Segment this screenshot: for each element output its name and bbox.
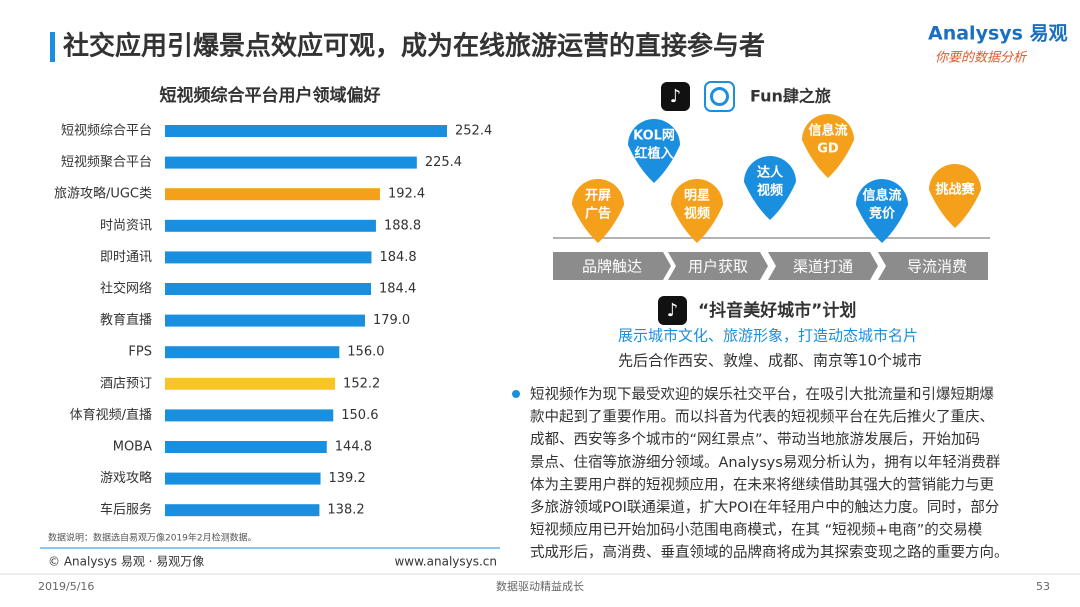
bubble-label: 达人 bbox=[757, 165, 784, 181]
note: 数据说明：数据选自易观万像2019年2月检测数据。 bbox=[48, 532, 257, 544]
paragraph-line: 体为主要用户群的短视频应用，在未来将继续借助其强大的营销能力与更 bbox=[530, 475, 994, 493]
copyright: © Analysys 易观 · 易观万像 bbox=[48, 555, 204, 569]
value-label: 138.2 bbox=[327, 503, 364, 518]
motto: 数据驱动精益成长 bbox=[496, 579, 584, 593]
paragraph-line: 短视频应用已开始加码小范围电商模式，在其 “短视频+电商”的交易模 bbox=[530, 521, 982, 539]
bubble bbox=[801, 113, 855, 178]
category-label: 社交网络 bbox=[100, 281, 152, 297]
category-label: 短视频聚合平台 bbox=[61, 155, 152, 170]
bar bbox=[165, 125, 447, 137]
bar bbox=[165, 283, 372, 295]
paragraph-line: 式成形后，高消费、垂直领域的品牌商将成为其探索变现之路的重要方向。 bbox=[530, 544, 1009, 561]
title-accent bbox=[50, 32, 55, 62]
bar bbox=[165, 346, 340, 359]
value-label: 184.8 bbox=[379, 250, 416, 265]
value-label: 150.6 bbox=[341, 408, 378, 423]
paragraph-line: 景点、住宿等旅游细分领域。Analysys易观分析认为，拥有以年轻消费群 bbox=[530, 453, 1000, 471]
logo: Analysys 易观 bbox=[928, 23, 1068, 45]
bubble-label: 明星 bbox=[684, 189, 710, 204]
bubble bbox=[929, 164, 981, 228]
bubble-label: 挑战赛 bbox=[935, 182, 975, 198]
category-label: 车后服务 bbox=[100, 502, 152, 518]
app-icon-glyph bbox=[710, 87, 729, 106]
bubble bbox=[572, 179, 624, 243]
step-box bbox=[768, 252, 878, 280]
bar bbox=[165, 156, 417, 169]
plan-title: “抖音美好城市”计划 bbox=[698, 300, 856, 321]
bubble-label: 视频 bbox=[684, 206, 710, 222]
bar bbox=[165, 441, 327, 453]
date: 2019/5/16 bbox=[38, 580, 94, 593]
category-label: FPS bbox=[128, 345, 152, 360]
step-box bbox=[878, 252, 988, 280]
category-label: 体育视频/直播 bbox=[70, 407, 152, 423]
plan-subtitle: 展示城市文化、旅游形象，打造动态城市名片 bbox=[618, 327, 918, 345]
value-label: 139.2 bbox=[329, 471, 366, 486]
bar bbox=[165, 251, 372, 264]
icon-glyph: ♪ bbox=[670, 86, 682, 107]
bubble-label: 信息流 bbox=[862, 188, 901, 204]
page-number: 53 bbox=[1036, 580, 1050, 593]
step-label: 导流消费 bbox=[907, 258, 967, 276]
bubble bbox=[856, 179, 908, 243]
category-label: 即时通讯 bbox=[100, 250, 152, 265]
step-label: 用户获取 bbox=[688, 258, 748, 276]
value-label: 144.8 bbox=[335, 440, 372, 455]
value-label: 152.2 bbox=[343, 376, 380, 391]
slide-title: 社交应用引爆景点效应可观，成为在线旅游运营的直接参与者 bbox=[63, 31, 765, 62]
icon-glyph: ♪ bbox=[667, 300, 679, 321]
value-label: 252.4 bbox=[455, 124, 492, 139]
step-label: 渠道打通 bbox=[793, 258, 853, 276]
value-label: 184.4 bbox=[379, 282, 416, 297]
step-box bbox=[553, 252, 671, 280]
bar bbox=[165, 219, 376, 232]
paragraph-line: 多旅游领域POI联通渠道，扩大POI在年轻用户中的触达力度。同时，部分 bbox=[530, 499, 999, 516]
bullet bbox=[512, 390, 520, 398]
bar bbox=[165, 504, 320, 517]
value-label: 188.8 bbox=[384, 218, 421, 233]
bar bbox=[165, 188, 380, 201]
chart-title: 短视频综合平台用户领域偏好 bbox=[160, 85, 381, 106]
value-label: 225.4 bbox=[425, 155, 462, 170]
bubble-label: 开屏 bbox=[585, 189, 611, 204]
category-label: 教育直播 bbox=[100, 312, 152, 328]
bar bbox=[165, 314, 365, 327]
slogan: 你要的数据分析 bbox=[935, 51, 1028, 66]
plan-detail: 先后合作西安、敦煌、成都、南京等10个城市 bbox=[618, 352, 922, 370]
bubble-label: 广告 bbox=[585, 206, 611, 222]
bubble-label: 红植入 bbox=[634, 146, 673, 162]
step-label: 品牌触达 bbox=[582, 258, 642, 276]
category-label: 游戏攻略 bbox=[100, 470, 152, 486]
category-label: 旅游攻略/UGC类 bbox=[54, 186, 152, 202]
url: www.analysys.cn bbox=[394, 555, 497, 569]
bubble-label: 视频 bbox=[757, 183, 783, 199]
bubble-label: KOL网 bbox=[633, 129, 675, 144]
bubble bbox=[744, 156, 796, 220]
bar bbox=[165, 409, 334, 422]
value-label: 156.0 bbox=[347, 345, 384, 360]
tiktok-icon bbox=[658, 296, 687, 325]
value-label: 179.0 bbox=[373, 313, 410, 328]
paragraph-line: 成都、西安等多个城市的“网红景点”、带动当地旅游发展后，开始加码 bbox=[530, 430, 980, 448]
bubble bbox=[628, 119, 680, 183]
brand: Fun肆之旅 bbox=[750, 87, 831, 106]
tiktok-icon bbox=[661, 82, 690, 111]
bubble-label: 信息流 bbox=[808, 123, 847, 139]
step-box bbox=[668, 252, 768, 280]
bubble-label: GD bbox=[817, 142, 839, 157]
bubble bbox=[671, 179, 723, 243]
bar bbox=[165, 377, 336, 390]
bar bbox=[165, 472, 321, 485]
category-label: 时尚资讯 bbox=[100, 218, 152, 233]
category-label: MOBA bbox=[113, 440, 152, 455]
category-label: 酒店预订 bbox=[100, 376, 152, 391]
paragraph-line: 款中起到了重要作用。而以抖音为代表的短视频平台在先后推火了重庆、 bbox=[530, 409, 994, 426]
app-icon bbox=[704, 81, 735, 112]
value-label: 192.4 bbox=[388, 187, 425, 202]
bubble-label: 竞价 bbox=[869, 206, 896, 222]
paragraph-line: 短视频作为现下最受欢迎的娱乐社交平台，在吸引大批流量和引爆短期爆 bbox=[530, 385, 994, 403]
category-label: 短视频综合平台 bbox=[61, 124, 152, 139]
